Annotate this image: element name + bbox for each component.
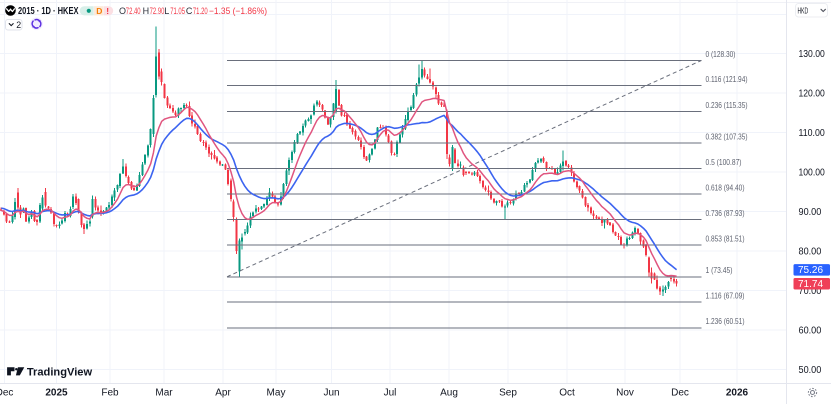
svg-text:1.236 (60.51): 1.236 (60.51) — [706, 316, 745, 326]
svg-text:Feb: Feb — [101, 388, 119, 399]
svg-text:50.00: 50.00 — [799, 365, 822, 376]
svg-text:H: H — [143, 6, 150, 16]
svg-text:L: L — [164, 6, 169, 16]
svg-text:60.00: 60.00 — [799, 325, 822, 336]
svg-text:May: May — [267, 388, 286, 399]
svg-text:72.40: 72.40 — [126, 6, 141, 16]
svg-text:2025: 2025 — [45, 388, 68, 399]
svg-text:D: D — [96, 6, 102, 16]
svg-text:0.382 (107.35): 0.382 (107.35) — [706, 132, 748, 142]
svg-text:2026: 2026 — [726, 388, 749, 399]
svg-text:Sep: Sep — [499, 388, 517, 399]
svg-text:Apr: Apr — [215, 388, 231, 399]
svg-text:90.00: 90.00 — [799, 207, 822, 218]
svg-text:71.20: 71.20 — [193, 6, 208, 16]
svg-text:80.00: 80.00 — [799, 246, 822, 257]
svg-text:Jul: Jul — [384, 388, 397, 399]
svg-text:2015 · 1D · HKEX: 2015 · 1D · HKEX — [18, 6, 79, 17]
svg-text:Dec: Dec — [671, 388, 689, 399]
svg-text:0.5 (100.87): 0.5 (100.87) — [706, 157, 742, 167]
svg-text:TradingView: TradingView — [27, 366, 93, 378]
svg-text:Mar: Mar — [155, 388, 173, 399]
svg-text:0.736 (87.93): 0.736 (87.93) — [706, 208, 745, 218]
svg-text:!: ! — [106, 6, 109, 16]
svg-text:0.116 (121.94): 0.116 (121.94) — [706, 74, 748, 84]
svg-text:Dec: Dec — [0, 388, 13, 399]
svg-text:0.853 (81.51): 0.853 (81.51) — [706, 233, 745, 243]
svg-text:Oct: Oct — [559, 388, 575, 399]
svg-text:72.90: 72.90 — [150, 6, 165, 16]
svg-text:1 (73.45): 1 (73.45) — [706, 265, 733, 275]
svg-text:Aug: Aug — [440, 388, 458, 399]
svg-text:120.00: 120.00 — [799, 89, 826, 100]
svg-text:130.00: 130.00 — [799, 49, 826, 60]
svg-text:110.00: 110.00 — [799, 128, 826, 139]
svg-text:75.26: 75.26 — [798, 265, 823, 276]
svg-text:71.05: 71.05 — [170, 6, 185, 16]
svg-text:Jun: Jun — [323, 388, 339, 399]
svg-text:70.00: 70.00 — [799, 286, 822, 297]
svg-text:1.116 (67.09): 1.116 (67.09) — [706, 290, 745, 300]
svg-text:0.236 (115.35): 0.236 (115.35) — [706, 100, 748, 110]
svg-text:Nov: Nov — [616, 388, 634, 399]
svg-text:0 (128.30): 0 (128.30) — [706, 49, 736, 59]
svg-text:HKD: HKD — [798, 5, 809, 15]
svg-text:71.74: 71.74 — [798, 279, 823, 290]
svg-text:100.00: 100.00 — [799, 168, 826, 179]
svg-text:2: 2 — [16, 20, 21, 30]
svg-text:0.618 (94.40): 0.618 (94.40) — [706, 183, 745, 193]
svg-text:C: C — [186, 6, 193, 16]
svg-text:O: O — [119, 6, 126, 16]
svg-text:−1.35 (−1.86%): −1.35 (−1.86%) — [209, 6, 267, 16]
